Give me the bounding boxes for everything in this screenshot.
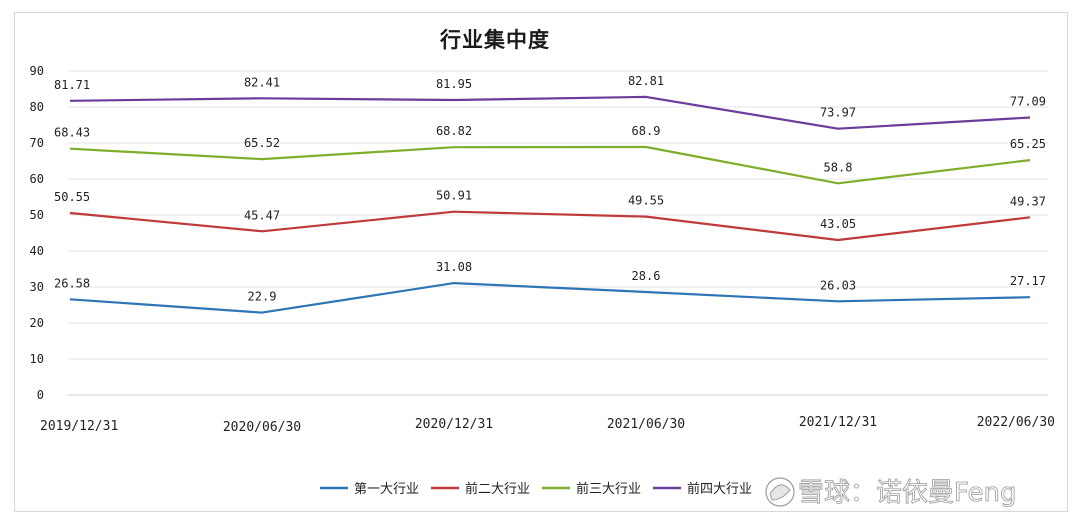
data-label: 82.41	[244, 75, 280, 89]
data-label: 81.71	[54, 78, 90, 92]
data-label: 49.55	[628, 194, 664, 208]
series-line-1	[69, 282, 1031, 314]
y-tick-label: 20	[30, 316, 44, 330]
data-label: 58.8	[824, 160, 853, 174]
series-line-2	[69, 210, 1031, 242]
y-tick-label: 50	[30, 208, 44, 222]
chart-frame	[14, 12, 1068, 512]
data-label: 45.47	[244, 208, 280, 222]
data-label: 26.58	[54, 276, 90, 290]
data-label: 43.05	[820, 217, 856, 231]
x-tick-label: 2021/12/31	[799, 415, 877, 430]
x-tick-label: 2020/12/31	[415, 417, 493, 432]
data-label: 77.09	[1010, 94, 1046, 108]
data-label: 68.43	[54, 126, 90, 140]
data-labels: 26.58 22.9 31.08 28.6 26.03 27.17 50.55 45.47 50…	[54, 74, 1046, 304]
y-tick-label: 0	[37, 388, 44, 402]
y-tick-label: 70	[30, 136, 44, 150]
data-label: 50.91	[436, 189, 472, 203]
data-label: 68.82	[436, 124, 472, 138]
data-label: 65.25	[1010, 137, 1046, 151]
x-tick-label: 2022/06/30	[977, 415, 1055, 430]
legend-item: 前二大行业	[431, 481, 530, 497]
legend-label: 前二大行业	[465, 481, 530, 497]
data-label: 49.37	[1010, 194, 1046, 208]
y-tick-label: 80	[30, 100, 44, 114]
legend-label: 前三大行业	[576, 481, 641, 497]
y-axis-ticks: 0 10 20 30 40 50 60 70 80 90	[30, 64, 44, 402]
data-label: 31.08	[436, 260, 472, 274]
legend-item: 前四大行业	[653, 481, 752, 497]
y-tick-label: 60	[30, 172, 44, 186]
snowball-logo-icon	[765, 477, 795, 507]
data-label: 27.17	[1010, 274, 1046, 288]
y-tick-label: 40	[30, 244, 44, 258]
y-tick-label: 10	[30, 352, 44, 366]
data-label: 82.81	[628, 74, 664, 88]
watermark: 雪球：诺依曼Feng	[765, 477, 1017, 508]
series-line-4	[69, 95, 1031, 130]
data-label: 50.55	[54, 190, 90, 204]
x-tick-label: 2020/06/30	[223, 420, 301, 435]
data-label: 28.6	[632, 269, 661, 283]
data-label: 68.9	[632, 124, 661, 138]
x-axis-ticks: 2019/12/31 2020/06/30 2020/12/31 2021/06/30…	[40, 415, 1055, 435]
legend-item: 第一大行业	[320, 482, 419, 497]
series-lines	[69, 95, 1031, 314]
legend: 第一大行业 前二大行业 前三大行业 前四大行业	[320, 481, 752, 497]
x-tick-label: 2019/12/31	[40, 419, 118, 434]
y-tick-label: 30	[30, 280, 44, 294]
data-label: 73.97	[820, 106, 856, 120]
data-label: 22.9	[248, 290, 277, 304]
data-label: 81.95	[436, 77, 472, 91]
chart-title: 行业集中度	[440, 28, 550, 52]
data-label: 65.52	[244, 136, 280, 150]
legend-label: 前四大行业	[687, 481, 752, 497]
legend-label: 第一大行业	[354, 482, 419, 497]
data-label: 26.03	[820, 278, 856, 292]
x-tick-label: 2021/06/30	[607, 417, 685, 432]
series-line-3	[69, 145, 1031, 185]
legend-item: 前三大行业	[542, 481, 641, 497]
y-tick-label: 90	[30, 64, 44, 78]
watermark-text: 雪球：诺依曼Feng	[798, 478, 1017, 508]
